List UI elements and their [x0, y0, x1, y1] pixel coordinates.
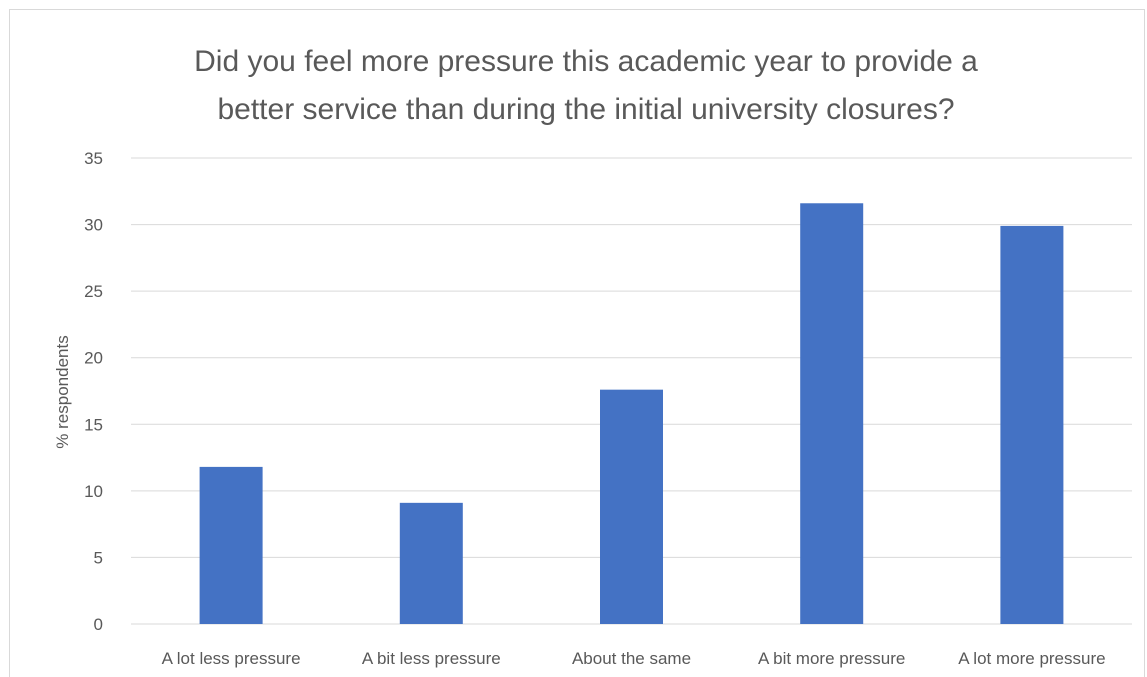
x-tick-label: A bit less pressure: [362, 649, 501, 668]
x-tick-label: A lot more pressure: [958, 649, 1105, 668]
chart-title-line-2: better service than during the initial u…: [217, 93, 954, 126]
bar: [199, 466, 263, 624]
y-tick-label: 15: [84, 415, 103, 434]
bar: [1000, 225, 1064, 624]
chart-frame: [9, 9, 1145, 677]
y-tick-label: 10: [84, 482, 103, 501]
bars: [199, 203, 1064, 625]
bar: [800, 203, 864, 625]
y-tick-label: 0: [94, 615, 103, 634]
y-axis: 0 5 10 15 20 25 30 35: [84, 149, 103, 634]
y-axis-title: % respondents: [53, 335, 72, 448]
x-tick-label: A lot less pressure: [162, 649, 301, 668]
bar: [399, 502, 463, 624]
y-tick-label: 25: [84, 282, 103, 301]
bar: [600, 389, 663, 624]
y-tick-label: 35: [84, 149, 103, 168]
x-axis: A lot less pressure A bit less pressure Ab…: [162, 649, 1106, 668]
y-tick-label: 5: [94, 548, 103, 567]
y-tick-label: 30: [84, 216, 103, 235]
x-tick-label: A bit more pressure: [758, 649, 905, 668]
x-tick-label: About the same: [572, 649, 691, 668]
chart-title: Did you feel more pressure this academic…: [194, 45, 978, 126]
y-tick-label: 20: [84, 349, 103, 368]
chart-title-line-1: Did you feel more pressure this academic…: [194, 45, 978, 78]
